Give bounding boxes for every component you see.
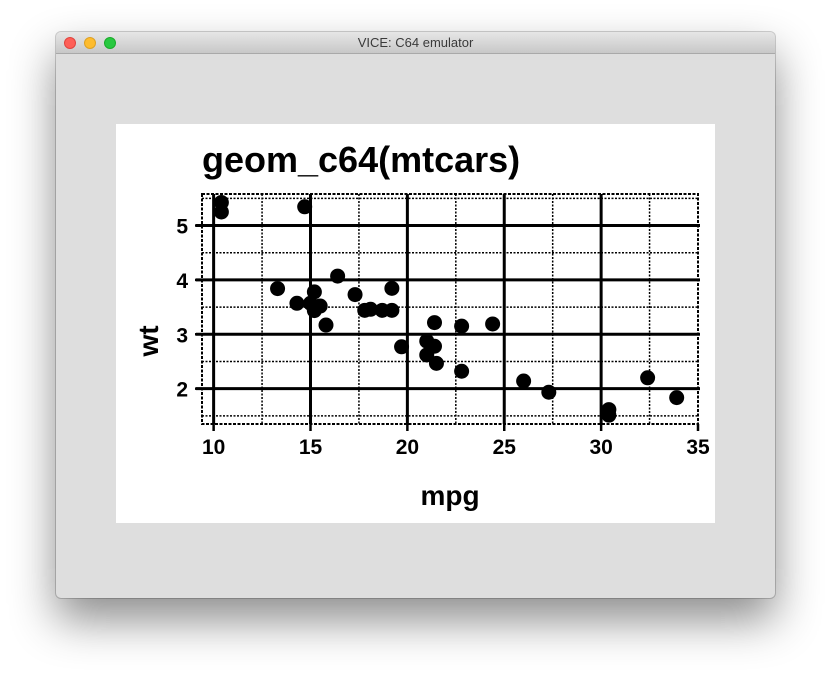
scatter-point: [394, 339, 410, 355]
minimize-window-button[interactable]: [84, 37, 96, 49]
zoom-window-button[interactable]: [104, 37, 116, 49]
x-tick-label: 20: [396, 436, 419, 459]
scatter-point: [669, 390, 685, 406]
y-tick-labels: 2 3 4 5: [176, 216, 188, 402]
scatter-point: [640, 370, 656, 386]
close-window-button[interactable]: [64, 37, 76, 49]
scatter-point: [454, 318, 470, 334]
chart-title: geom_c64(mtcars): [202, 139, 520, 180]
axis-ticks: [195, 224, 700, 431]
scatter-point: [384, 280, 400, 296]
scatter-point: [303, 295, 318, 311]
scatter-point: [306, 284, 322, 300]
scatter-point: [289, 295, 305, 311]
x-axis-label: mpg: [420, 480, 479, 511]
scatter-point: [330, 268, 346, 284]
scatter-point: [357, 302, 373, 318]
x-tick-label: 15: [299, 436, 323, 459]
x-tick-label: 10: [202, 436, 225, 459]
plot-panel-border: [201, 193, 699, 425]
scatter-chart: geom_c64(mtcars) 10 15 20 25 30 35 2 3 4 5 mpg w…: [133, 139, 710, 511]
scatter-point: [384, 302, 400, 318]
scatter-point: [213, 194, 229, 210]
scatter-point: [454, 363, 470, 379]
y-tick-label: 4: [176, 270, 188, 293]
scatter-point: [428, 355, 444, 371]
y-axis-label: wt: [133, 325, 164, 357]
x-tick-labels: 10 15 20 25 30 35: [202, 436, 710, 459]
scatter-point: [318, 317, 334, 333]
scatter-point: [297, 199, 313, 215]
emulator-screen[interactable]: geom_c64(mtcars) 10 15 20 25 30 35 2 3 4 5 mpg w…: [116, 124, 715, 523]
x-tick-label: 25: [493, 436, 517, 459]
scatter-point: [485, 316, 501, 332]
scatter-point: [427, 338, 442, 354]
scatter-point: [541, 384, 557, 400]
major-gridlines: [196, 194, 700, 424]
title-bar[interactable]: VICE: C64 emulator: [56, 32, 775, 54]
emulator-window: VICE: C64 emulator geom_c64(mtcars) 10 15…: [56, 32, 775, 598]
scatter-point: [427, 315, 442, 331]
y-tick-label: 5: [176, 216, 188, 239]
window-title: VICE: C64 emulator: [357, 35, 474, 50]
scatter-point: [601, 407, 617, 423]
x-tick-label: 35: [686, 436, 710, 459]
scatter-point: [270, 281, 286, 297]
y-tick-label: 3: [176, 324, 188, 347]
data-points: [213, 194, 685, 423]
scatter-point: [347, 287, 363, 303]
x-tick-label: 30: [589, 436, 612, 459]
scatter-point: [516, 373, 532, 389]
y-tick-label: 2: [176, 379, 188, 402]
